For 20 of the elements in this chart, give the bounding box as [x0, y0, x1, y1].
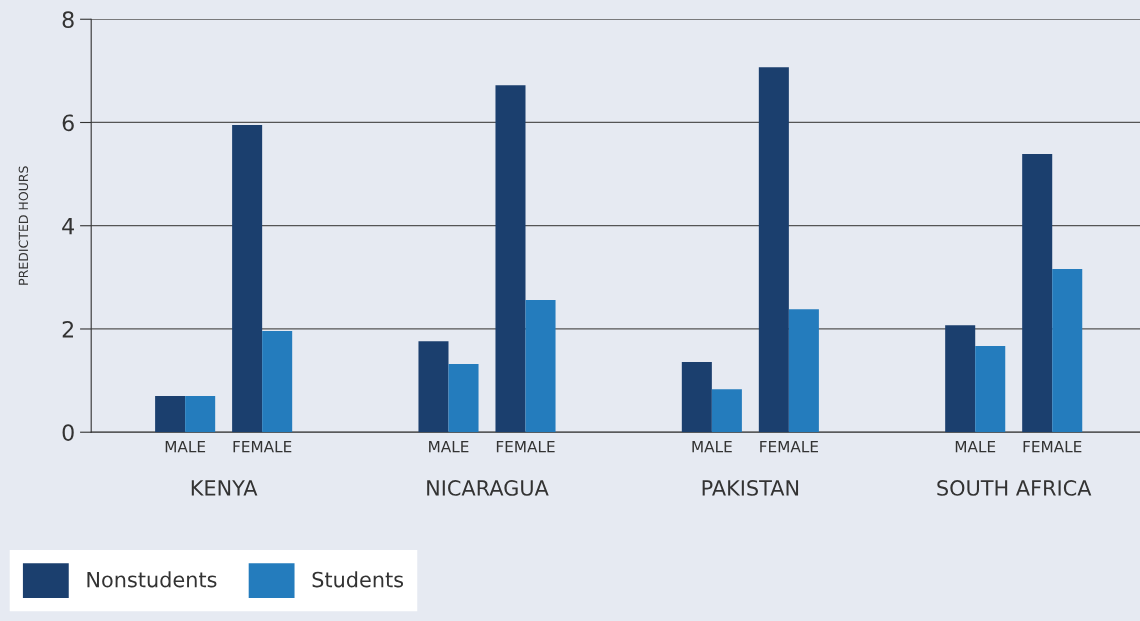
legend-label: Nonstudents — [87, 571, 217, 588]
x-tick-label: FEMALE — [1023, 441, 1082, 453]
x-tick-label: FEMALE — [760, 441, 818, 453]
x-tick-label: FEMALE — [496, 441, 555, 453]
y-tick-label: 4 — [62, 217, 74, 235]
text: PAKISTAN — [702, 480, 799, 496]
legend-label: Students — [312, 571, 404, 588]
x-tick-label: FEMALE — [233, 441, 292, 453]
text: NICARAGUA — [427, 480, 549, 496]
x-tick-label: MALE — [692, 441, 732, 453]
y-tick-label: 0 — [62, 424, 74, 441]
x-tick-label: MALE — [165, 441, 206, 453]
y-axis-title: PREDICTED HOURS — [18, 166, 29, 285]
x-tick-label: MALE — [429, 441, 469, 453]
text: SOUTH AFRICA — [937, 480, 1092, 496]
text: KENYA — [191, 480, 258, 496]
y-tick-label: 8 — [62, 11, 74, 29]
y-tick-label: 6 — [62, 114, 74, 132]
x-tick-label: MALE — [955, 441, 996, 453]
y-tick-label: 2 — [62, 320, 73, 338]
